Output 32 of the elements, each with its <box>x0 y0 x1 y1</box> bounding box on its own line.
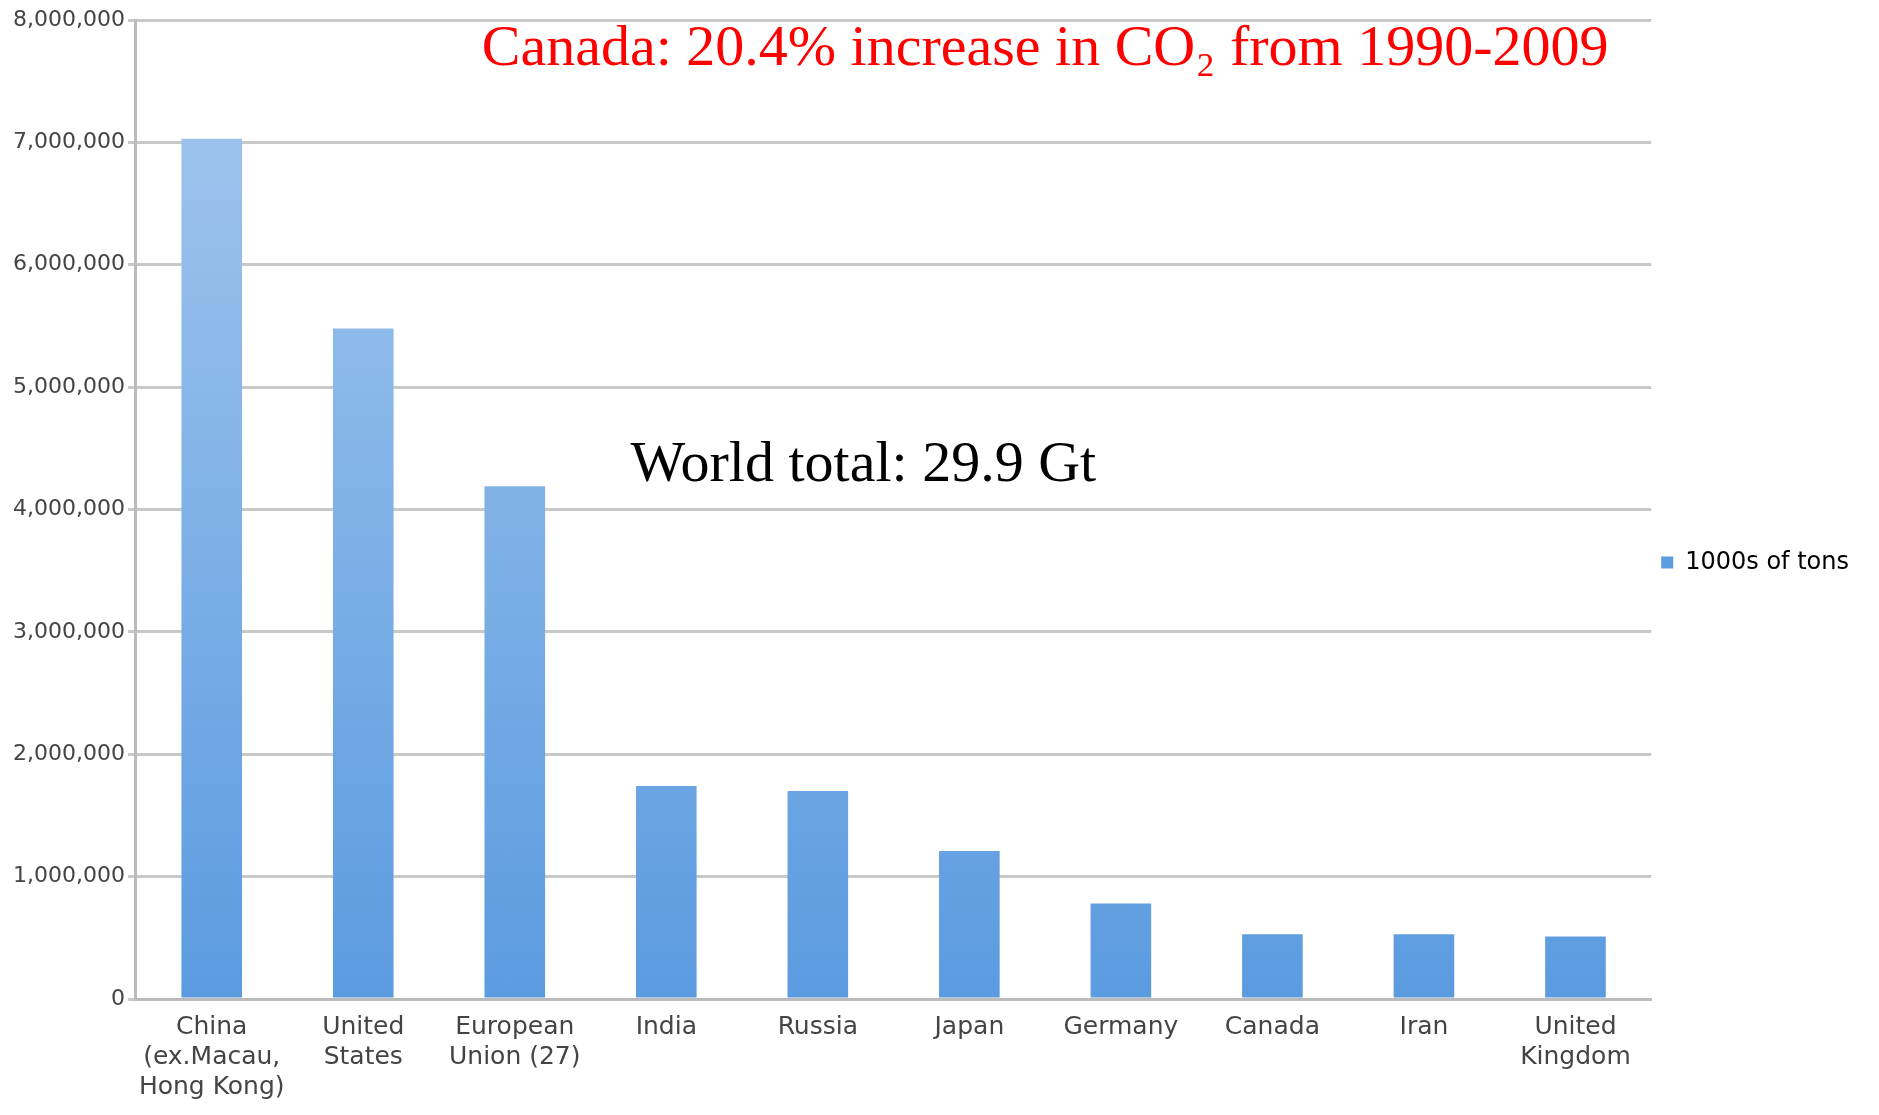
bar <box>181 138 243 998</box>
x-tick-label: Russia <box>777 1010 859 1040</box>
y-tick-label: 6,000,000 <box>13 250 125 276</box>
bar <box>1545 936 1606 998</box>
y-tick-label: 2,000,000 <box>13 739 125 765</box>
bar <box>1393 934 1455 998</box>
y-tick-label: 4,000,000 <box>13 495 125 521</box>
legend-label: 1000s of tons <box>1685 546 1849 575</box>
x-tick-label: United States <box>322 1010 405 1070</box>
y-tick-label: 3,000,000 <box>13 617 125 643</box>
x-tick-label: India <box>635 1010 697 1040</box>
y-tick-label: 8,000,000 <box>13 5 125 31</box>
bar <box>1090 903 1152 998</box>
x-tick-label: Germany <box>1063 1010 1179 1040</box>
x-tick-label: China (ex.Macau, Hong Kong) <box>138 1010 285 1100</box>
bar <box>787 790 849 998</box>
annotation: World total: 29.9 Gt <box>630 428 1097 494</box>
x-tick-label: Iran <box>1399 1010 1449 1040</box>
bar <box>939 850 1000 998</box>
y-tick-label: 1,000,000 <box>13 862 125 888</box>
y-tick-label: 5,000,000 <box>13 372 125 398</box>
x-tick-label: European Union (27) <box>449 1010 581 1070</box>
bar <box>484 486 546 998</box>
chart-title: Canada: 20.4% increase in CO₂ from 1990-2009 <box>481 13 1609 79</box>
bar <box>636 786 697 998</box>
bar <box>1242 934 1303 998</box>
x-tick-label: Japan <box>932 1010 1005 1040</box>
y-tick-label: 7,000,000 <box>13 128 125 154</box>
y-tick-label: 0 <box>110 984 125 1010</box>
x-tick-label: Canada <box>1224 1010 1320 1040</box>
bar <box>332 328 394 998</box>
x-tick-label: United Kingdom <box>1520 1010 1631 1070</box>
